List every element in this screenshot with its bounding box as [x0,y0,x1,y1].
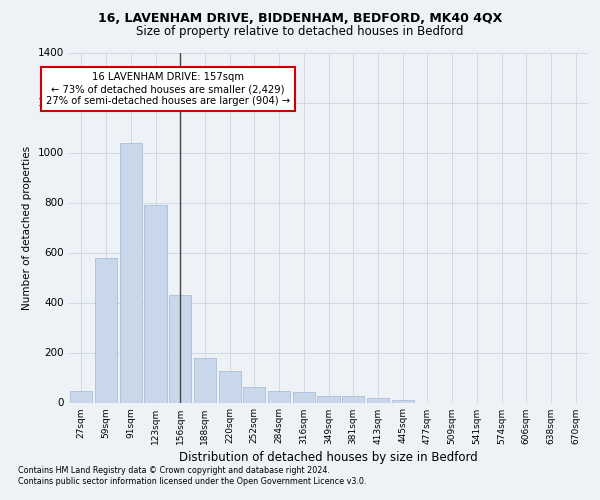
Bar [268,391,290,402]
Bar [119,142,142,402]
Text: 16, LAVENHAM DRIVE, BIDDENHAM, BEDFORD, MK40 4QX: 16, LAVENHAM DRIVE, BIDDENHAM, BEDFORD, … [98,12,502,26]
Bar [293,392,315,402]
Bar [95,258,117,402]
Bar [218,370,241,402]
X-axis label: Distribution of detached houses by size in Bedford: Distribution of detached houses by size … [179,450,478,464]
Bar [194,358,216,403]
Bar [169,295,191,403]
Text: Contains public sector information licensed under the Open Government Licence v3: Contains public sector information licen… [18,478,367,486]
Bar [392,400,414,402]
Bar [367,398,389,402]
Bar [243,387,265,402]
Bar [342,396,364,402]
Bar [70,391,92,402]
Text: Size of property relative to detached houses in Bedford: Size of property relative to detached ho… [136,25,464,38]
Bar [145,205,167,402]
Y-axis label: Number of detached properties: Number of detached properties [22,146,32,310]
Text: Contains HM Land Registry data © Crown copyright and database right 2024.: Contains HM Land Registry data © Crown c… [18,466,330,475]
Bar [317,396,340,402]
Text: 16 LAVENHAM DRIVE: 157sqm
← 73% of detached houses are smaller (2,429)
27% of se: 16 LAVENHAM DRIVE: 157sqm ← 73% of detac… [46,72,290,106]
